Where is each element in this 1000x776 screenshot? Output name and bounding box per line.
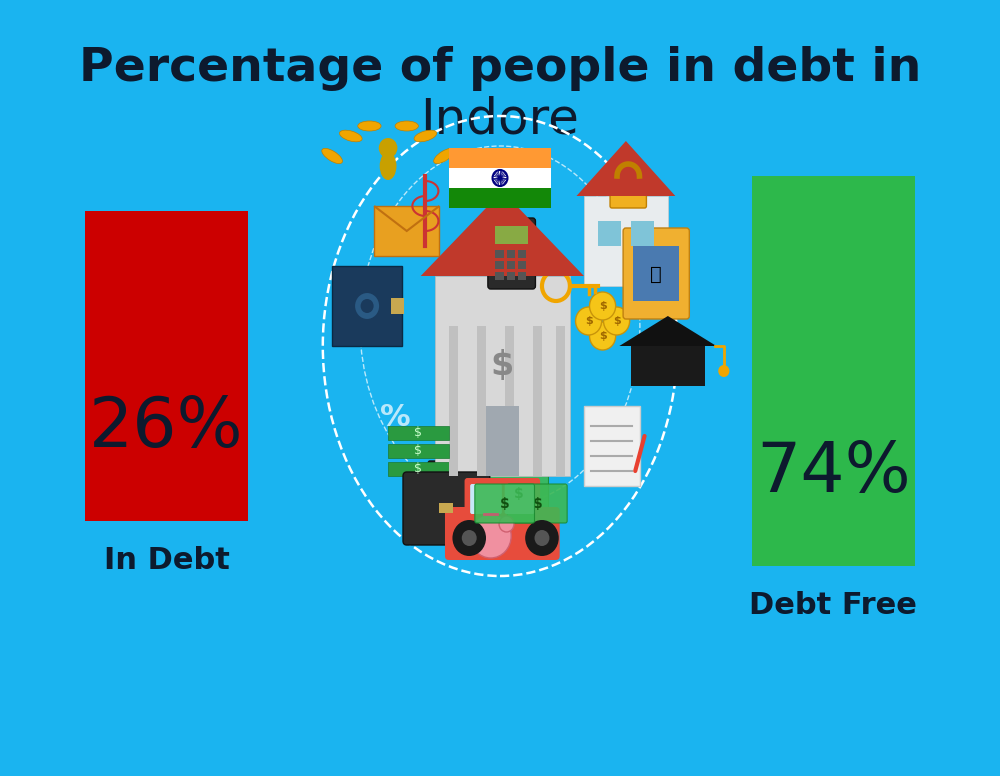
Bar bbox=[388, 444, 449, 458]
Bar bbox=[507, 250, 515, 258]
Bar bbox=[518, 272, 526, 280]
Bar bbox=[507, 261, 515, 269]
Text: Percentage of people in debt in: Percentage of people in debt in bbox=[79, 46, 921, 91]
Ellipse shape bbox=[380, 152, 396, 180]
Bar bbox=[493, 543, 500, 558]
Circle shape bbox=[525, 520, 559, 556]
Circle shape bbox=[576, 307, 602, 335]
Ellipse shape bbox=[414, 130, 437, 142]
Text: %: % bbox=[380, 404, 411, 432]
Ellipse shape bbox=[358, 121, 381, 131]
FancyBboxPatch shape bbox=[623, 228, 689, 319]
Ellipse shape bbox=[339, 130, 362, 142]
Bar bbox=[479, 543, 487, 558]
Bar bbox=[584, 406, 640, 486]
Text: $: $ bbox=[414, 427, 422, 439]
Bar bbox=[533, 326, 542, 476]
Circle shape bbox=[452, 520, 486, 556]
Bar bbox=[633, 246, 679, 301]
Circle shape bbox=[604, 307, 630, 335]
Bar bbox=[449, 326, 458, 476]
Text: In Debt: In Debt bbox=[104, 546, 230, 575]
Bar bbox=[85, 211, 248, 521]
Text: 26%: 26% bbox=[89, 394, 244, 461]
Circle shape bbox=[718, 365, 729, 377]
FancyBboxPatch shape bbox=[403, 472, 490, 545]
Bar bbox=[584, 196, 668, 286]
Bar bbox=[631, 346, 705, 386]
Ellipse shape bbox=[434, 148, 454, 164]
Text: $: $ bbox=[414, 462, 422, 476]
FancyBboxPatch shape bbox=[465, 478, 540, 519]
Ellipse shape bbox=[395, 121, 418, 131]
FancyBboxPatch shape bbox=[610, 174, 646, 208]
Text: $: $ bbox=[598, 182, 617, 210]
Bar bbox=[449, 148, 551, 168]
Polygon shape bbox=[576, 141, 675, 196]
Bar bbox=[518, 250, 526, 258]
FancyBboxPatch shape bbox=[488, 218, 535, 289]
Bar bbox=[435, 276, 570, 476]
FancyBboxPatch shape bbox=[489, 474, 548, 513]
Ellipse shape bbox=[322, 148, 342, 164]
Circle shape bbox=[590, 322, 616, 350]
Text: $: $ bbox=[491, 349, 514, 383]
Bar bbox=[495, 250, 504, 258]
Bar bbox=[631, 221, 654, 246]
Bar bbox=[332, 266, 402, 346]
Circle shape bbox=[499, 176, 501, 179]
FancyBboxPatch shape bbox=[445, 507, 560, 560]
Bar bbox=[486, 406, 519, 476]
Text: $: $ bbox=[514, 487, 524, 501]
Circle shape bbox=[361, 299, 374, 313]
Bar bbox=[556, 326, 565, 476]
Circle shape bbox=[535, 530, 549, 546]
Bar bbox=[495, 226, 528, 244]
Circle shape bbox=[590, 292, 616, 320]
Text: $: $ bbox=[500, 497, 510, 511]
FancyBboxPatch shape bbox=[475, 484, 535, 523]
Text: $: $ bbox=[585, 316, 592, 326]
Circle shape bbox=[499, 516, 514, 532]
Bar bbox=[752, 176, 915, 566]
Text: $: $ bbox=[414, 445, 422, 458]
Bar bbox=[439, 503, 453, 513]
Bar bbox=[598, 221, 621, 246]
Text: $: $ bbox=[599, 301, 606, 311]
Bar bbox=[449, 188, 551, 208]
Bar bbox=[507, 272, 515, 280]
FancyBboxPatch shape bbox=[428, 461, 465, 483]
Text: Indore: Indore bbox=[421, 96, 579, 144]
Text: $: $ bbox=[613, 316, 620, 326]
FancyBboxPatch shape bbox=[507, 484, 567, 523]
Circle shape bbox=[379, 138, 397, 158]
Bar bbox=[391, 298, 404, 314]
Bar bbox=[518, 261, 526, 269]
Bar bbox=[495, 261, 504, 269]
Circle shape bbox=[462, 530, 477, 546]
Bar bbox=[495, 272, 504, 280]
FancyBboxPatch shape bbox=[505, 484, 535, 514]
Polygon shape bbox=[619, 316, 716, 346]
Circle shape bbox=[354, 292, 380, 320]
Bar bbox=[388, 426, 449, 440]
FancyBboxPatch shape bbox=[470, 484, 502, 514]
Bar bbox=[388, 462, 449, 476]
Bar bbox=[505, 326, 514, 476]
Bar bbox=[374, 206, 439, 256]
Text: 74%: 74% bbox=[756, 439, 911, 506]
Polygon shape bbox=[421, 191, 584, 276]
Bar bbox=[477, 326, 486, 476]
Text: $: $ bbox=[599, 331, 606, 341]
Text: 🏦: 🏦 bbox=[650, 265, 662, 283]
Text: Debt Free: Debt Free bbox=[749, 591, 917, 620]
Circle shape bbox=[470, 514, 511, 558]
Text: $: $ bbox=[532, 497, 542, 511]
Bar bbox=[449, 168, 551, 188]
